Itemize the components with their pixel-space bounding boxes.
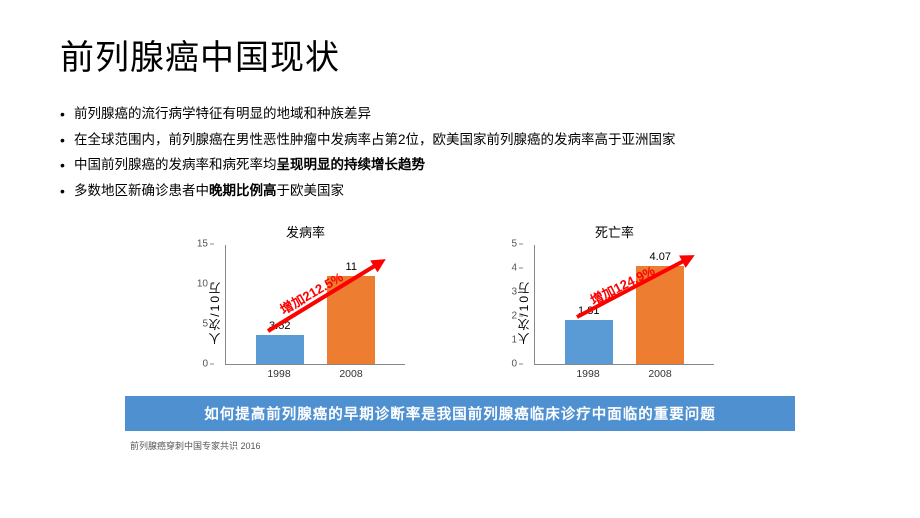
bullet-item: 前列腺癌的流行病学特征有明显的地域和种族差异	[60, 101, 860, 127]
x-tick: 2008	[636, 368, 684, 380]
callout-banner: 如何提高前列腺癌的早期诊断率是我国前列腺癌临床诊疗中面临的重要问题	[125, 396, 795, 431]
y-axis-label: 人次/10万	[515, 280, 532, 345]
bar-value-label: 4.07	[650, 251, 671, 263]
page-title: 前列腺癌中国现状	[60, 30, 860, 79]
y-tick: 2	[511, 310, 517, 321]
bullet-item: 多数地区新确诊患者中晚期比例高于欧美国家	[60, 178, 860, 204]
bullet-item: 中国前列腺癌的发病率和病死率均呈现明显的持续增长趋势	[60, 152, 860, 178]
y-tick: 15	[197, 238, 208, 249]
plot-area: 0123451.814.07增加124.9%	[534, 245, 714, 365]
y-tick: 0	[202, 358, 208, 369]
bar: 1.81	[565, 320, 613, 363]
slide: 前列腺癌中国现状 前列腺癌的流行病学特征有明显的地域和种族差异 在全球范围内，前…	[0, 0, 920, 518]
incidence-chart: 发病率人次/10万0510153.5211增加212.5%19982008	[206, 222, 405, 380]
y-tick: 0	[511, 358, 517, 369]
y-tick: 5	[511, 238, 517, 249]
bullet-text-pre: 在全球范围内，前列腺癌在男性恶性肿瘤中发病率占第2位，欧美国家前列腺癌的发病率高…	[74, 132, 676, 147]
y-tick: 1	[511, 334, 517, 345]
x-tick: 1998	[255, 368, 303, 380]
bullet-text-bold: 呈现明显的持续增长趋势	[277, 157, 426, 172]
plot-area: 0510153.5211增加212.5%	[225, 245, 405, 365]
bar: 3.52	[256, 335, 304, 363]
x-tick: 2008	[327, 368, 375, 380]
bar-value-label: 11	[346, 261, 357, 273]
y-axis-label: 人次/10万	[206, 280, 223, 345]
bullet-text-pre: 多数地区新确诊患者中	[74, 183, 209, 198]
y-tick: 4	[511, 262, 517, 273]
y-tick: 5	[202, 318, 208, 329]
chart-title: 死亡率	[515, 222, 714, 241]
bullet-list: 前列腺癌的流行病学特征有明显的地域和种族差异 在全球范围内，前列腺癌在男性恶性肿…	[60, 101, 860, 204]
bullet-text-post: 于欧美国家	[277, 183, 345, 198]
y-tick: 10	[197, 278, 208, 289]
mortality-chart: 死亡率人次/10万0123451.814.07增加124.9%19982008	[515, 222, 714, 380]
source-citation: 前列腺癌穿刺中国专家共识 2016	[60, 439, 860, 452]
y-tick: 3	[511, 286, 517, 297]
x-tick: 1998	[564, 368, 612, 380]
bullet-item: 在全球范围内，前列腺癌在男性恶性肿瘤中发病率占第2位，欧美国家前列腺癌的发病率高…	[60, 127, 860, 153]
bullet-text-pre: 前列腺癌的流行病学特征有明显的地域和种族差异	[74, 106, 371, 121]
bullet-text-bold: 晚期比例高	[209, 183, 277, 198]
chart-title: 发病率	[206, 222, 405, 241]
bullet-text-pre: 中国前列腺癌的发病率和病死率均	[74, 157, 277, 172]
charts-row: 发病率人次/10万0510153.5211增加212.5%19982008 死亡…	[60, 222, 860, 380]
